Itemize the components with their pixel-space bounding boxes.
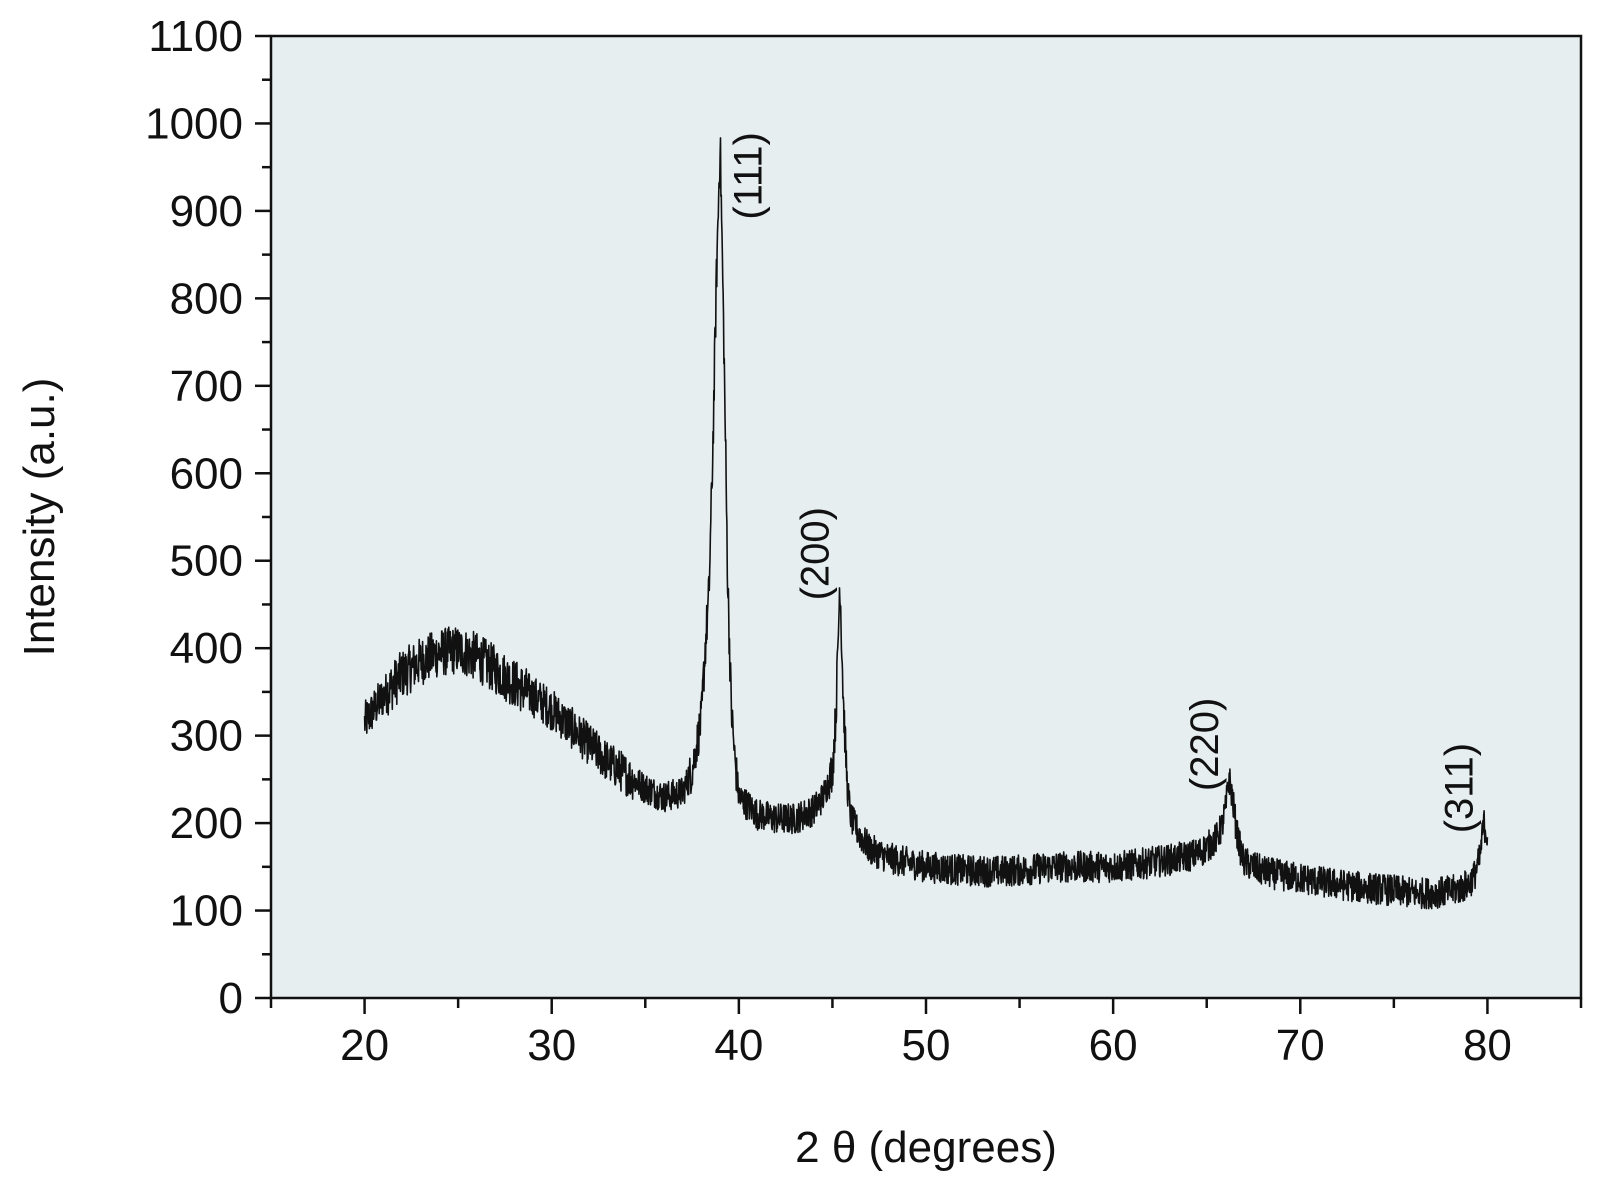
y-axis-title: Intensity (a.u.) (15, 378, 64, 657)
x-tick-label: 40 (714, 1021, 763, 1070)
y-tick-label: 500 (170, 537, 243, 586)
y-tick-label: 800 (170, 274, 243, 323)
peak-label: (200) (794, 507, 838, 600)
y-axis: 0 100 200 300 400 500 600 700 800 900 1000 1100 (145, 12, 271, 1023)
plot-area (271, 36, 1581, 998)
x-axis: 20 30 40 50 60 70 80 (269, 998, 1583, 1070)
y-tick-label: 0 (219, 974, 243, 1023)
y-tick-label: 1100 (148, 12, 243, 61)
y-tick-label: 700 (170, 362, 243, 411)
peak-label: (220) (1183, 698, 1227, 791)
y-tick-label: 600 (170, 449, 243, 498)
x-tick-label: 50 (902, 1021, 951, 1070)
y-tick-label: 100 (170, 887, 243, 936)
y-tick-label: 300 (170, 712, 243, 761)
x-tick-label: 60 (1089, 1021, 1138, 1070)
peak-label: (111) (726, 132, 770, 219)
series-layer (363, 137, 1489, 910)
peak-label: (311) (1437, 743, 1481, 833)
x-axis-title: 2 θ (degrees) (795, 1123, 1057, 1172)
y-tick-label: 200 (170, 799, 243, 848)
y-tick-label: 1000 (145, 99, 243, 148)
x-tick-label: 20 (340, 1021, 389, 1070)
xrd-series-line (363, 137, 1489, 910)
y-tick-label: 900 (170, 187, 243, 236)
x-tick-label: 30 (527, 1021, 576, 1070)
x-tick-label: 70 (1276, 1021, 1325, 1070)
peak-annotations: (111) (200) (220) (311) (726, 132, 1481, 833)
y-tick-label: 400 (170, 624, 243, 673)
x-tick-label: 80 (1463, 1021, 1512, 1070)
